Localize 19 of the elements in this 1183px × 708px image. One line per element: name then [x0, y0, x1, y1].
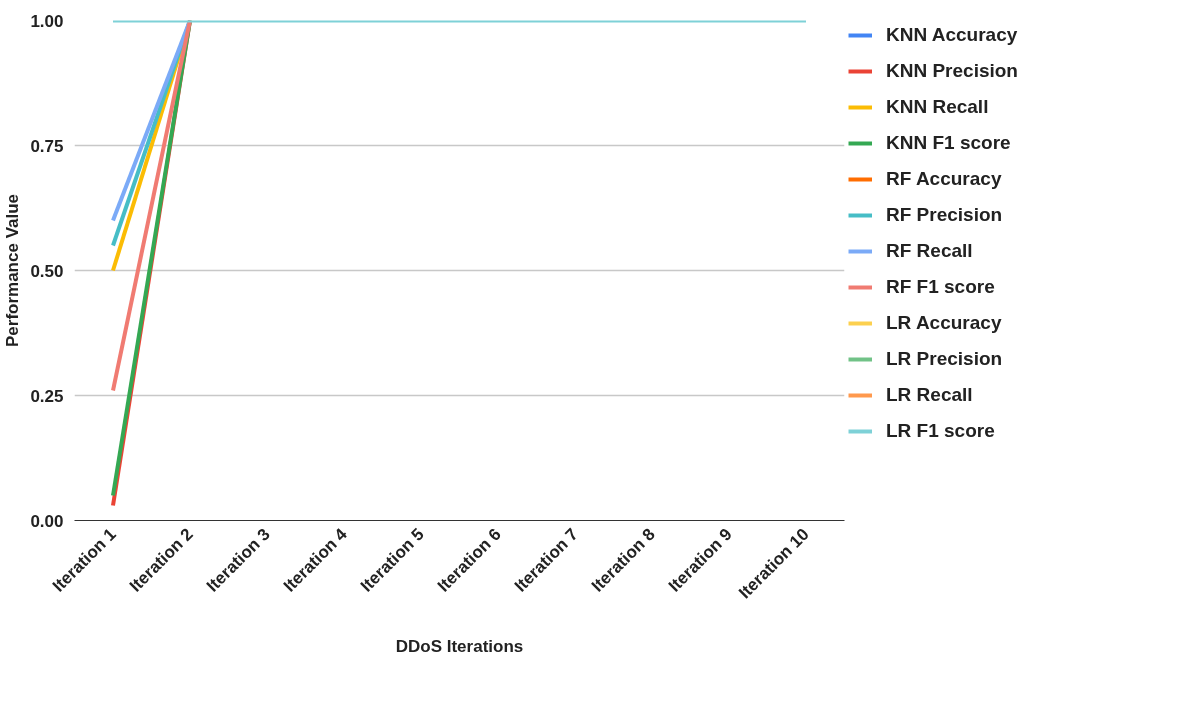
y-tick-label: 0.00 [30, 511, 64, 531]
legend-label: LR F1 score [886, 420, 995, 442]
legend-label: KNN Accuracy [886, 24, 1018, 46]
legend-label: KNN Recall [886, 96, 989, 118]
legend-label: KNN Precision [886, 60, 1018, 82]
y-tick-label: 0.25 [30, 386, 64, 406]
legend-label: RF Recall [886, 240, 973, 262]
y-tick-label: 0.50 [30, 261, 64, 281]
legend-label: RF Accuracy [886, 168, 1002, 190]
y-axis-title: Performance Value [3, 193, 23, 348]
legend-label: KNN F1 score [886, 132, 1011, 154]
y-tick-label: 0.75 [30, 136, 64, 156]
y-tick-label: 1.00 [30, 11, 64, 31]
legend-label: LR Accuracy [886, 312, 1002, 334]
legend-label: LR Recall [886, 384, 973, 406]
x-axis-title: DDoS Iterations [395, 637, 524, 657]
legend-label: RF F1 score [886, 276, 995, 298]
legend-label: LR Precision [886, 348, 1003, 370]
legend-label: RF Precision [886, 204, 1003, 226]
